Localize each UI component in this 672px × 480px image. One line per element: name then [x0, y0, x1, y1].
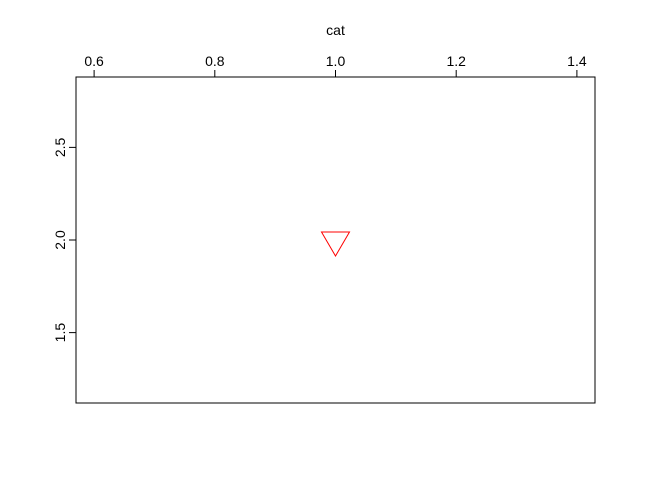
x-axis-title: cat [326, 22, 345, 38]
x-tick-label: 1.2 [446, 53, 466, 69]
x-axis: 0.6 0.8 1.0 1.2 1.4 [84, 53, 587, 78]
data-points [320, 231, 351, 257]
x-tick-label: 1.4 [567, 53, 587, 69]
x-tick-label: 1.0 [326, 53, 346, 69]
y-axis: 1.5 2.0 2.5 [52, 137, 77, 343]
y-tick-label: 2.0 [52, 230, 68, 250]
y-tick-label: 2.5 [52, 137, 68, 157]
plot-box [75, 76, 596, 404]
x-tick-label: 0.6 [84, 53, 104, 69]
x-tick-label: 0.8 [205, 53, 225, 69]
data-point-triangle [320, 231, 351, 257]
y-tick-label: 1.5 [52, 323, 68, 343]
